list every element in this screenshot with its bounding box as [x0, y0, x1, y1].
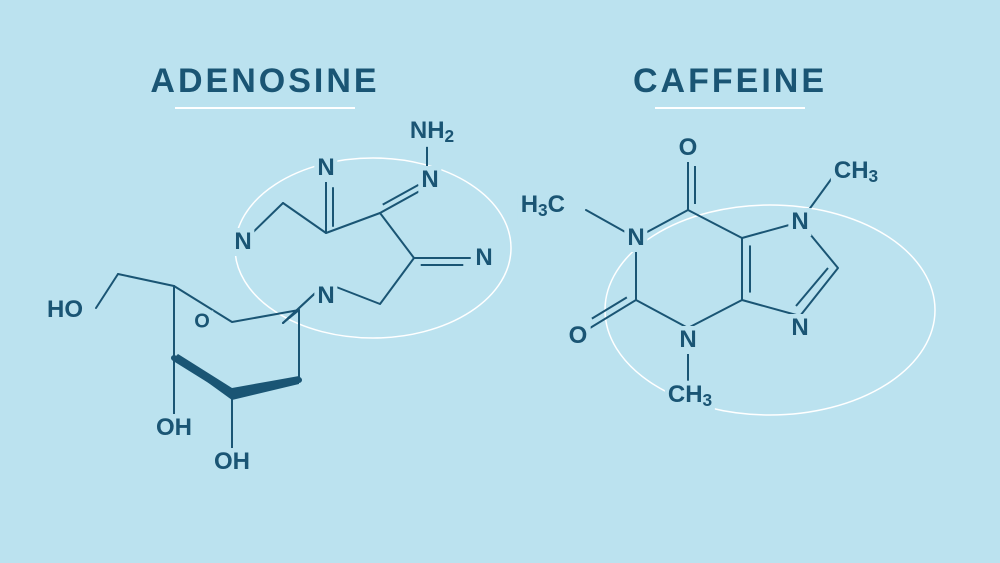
title-caffeine-text: CAFFEINE: [633, 62, 827, 100]
atom-label: N: [676, 326, 699, 354]
atom-label: OH: [153, 414, 195, 442]
atom-label: N: [314, 154, 337, 182]
title-adenosine-underline: [175, 107, 355, 109]
title-caffeine-underline: [655, 107, 805, 109]
title-caffeine: CAFFEINE: [610, 62, 850, 109]
atom-label: NH2: [407, 117, 457, 147]
atom-label: H3C: [518, 191, 568, 221]
atom-label: CH3: [665, 381, 715, 411]
atom-label: N: [314, 282, 337, 310]
atom-label: HO: [44, 296, 86, 324]
atom-label: O: [676, 134, 701, 162]
title-adenosine: ADENOSINE: [145, 62, 385, 109]
atom-label: N: [418, 166, 441, 194]
atom-label: OH: [211, 448, 253, 476]
title-adenosine-text: ADENOSINE: [150, 62, 379, 100]
atom-label: N: [624, 224, 647, 252]
atom-label: CH3: [831, 157, 881, 187]
atom-label: N: [472, 244, 495, 272]
atom-label: N: [788, 208, 811, 236]
atom-label: O: [191, 311, 213, 334]
atom-label: N: [788, 314, 811, 342]
atom-label: N: [231, 228, 254, 256]
atom-label: O: [566, 322, 591, 350]
